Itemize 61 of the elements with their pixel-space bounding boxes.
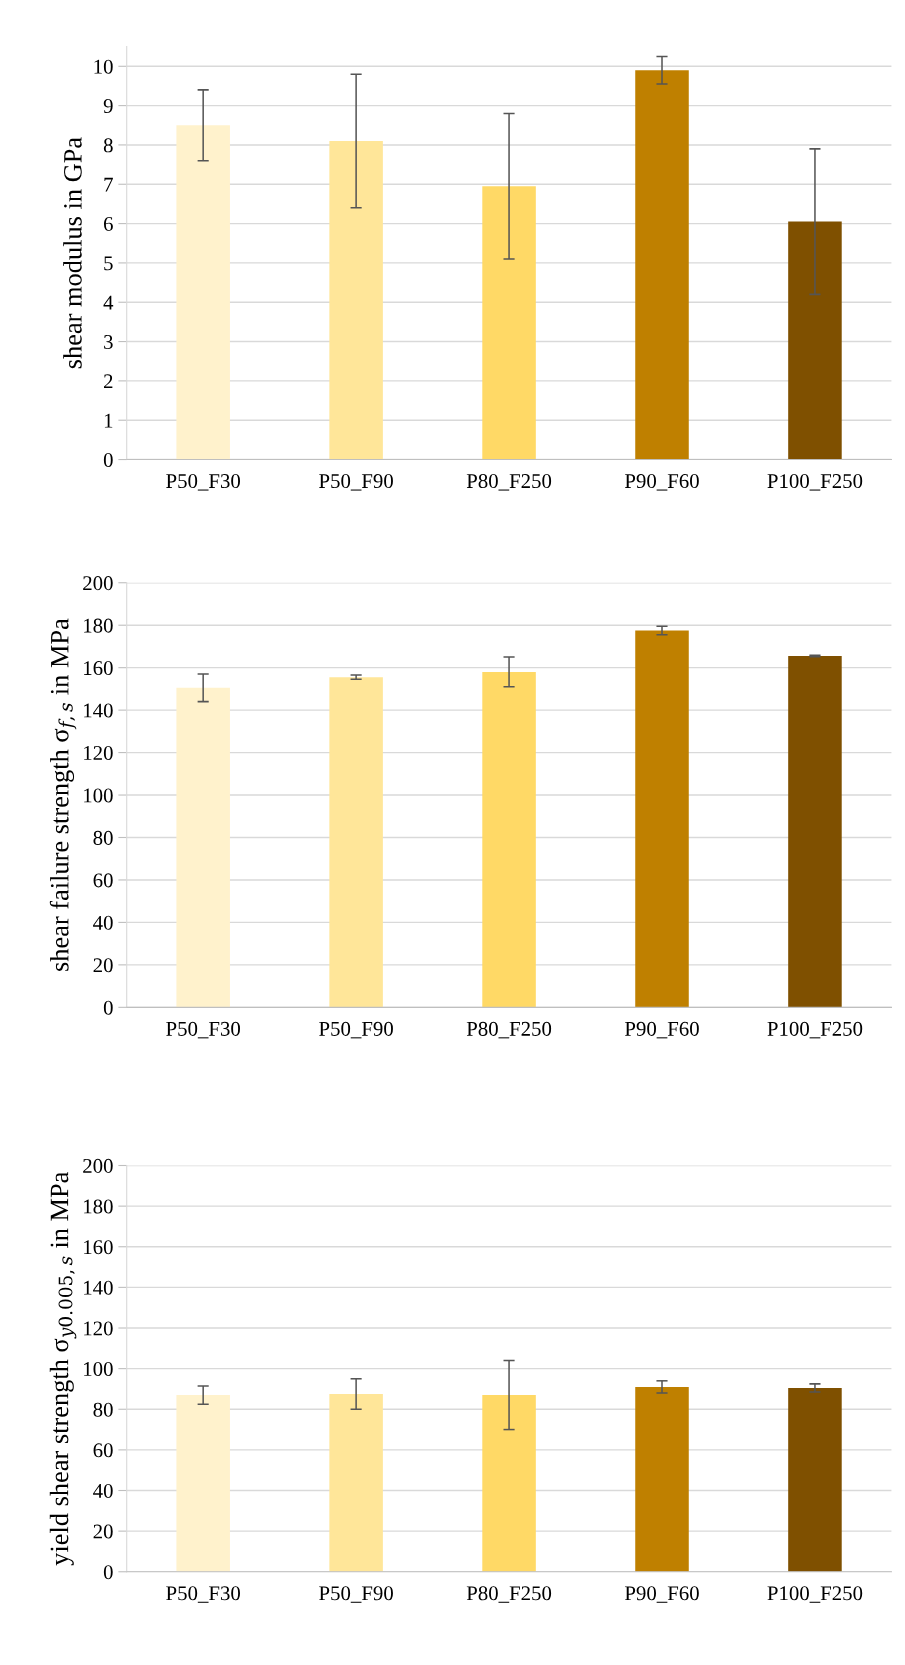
y-tick-label: 180: [84, 1199, 113, 1214]
y-tick-label: 80: [93, 1402, 113, 1417]
x-tick-label: P80_F250: [466, 1586, 552, 1603]
x-tick-label: P50_F30: [166, 474, 241, 491]
bar: [176, 687, 230, 1008]
x-tick-label: P100_F250: [767, 474, 863, 491]
y-axis-title: shear modulus in GPa: [63, 137, 82, 369]
x-tick-label: P50_F30: [166, 1586, 241, 1603]
x-tick-label: P50_F90: [319, 1586, 393, 1603]
bar: [788, 221, 842, 460]
y-tick-label: 200: [83, 1158, 113, 1173]
y-axis-title: yield shear strength σ$_{y0.005,s}$ in MPa: [49, 1171, 77, 1566]
y-tick-label: 60: [93, 1443, 113, 1458]
y-tick-label: 180: [84, 618, 113, 633]
x-tick-label: P90_F60: [624, 474, 699, 491]
x-tick-label: P50_F90: [319, 474, 393, 491]
y-tick-label: 4: [103, 295, 114, 310]
y-tick-label: 120: [84, 1321, 113, 1336]
y-tick-label: 2: [104, 374, 113, 389]
bar: [482, 186, 536, 460]
y-tick-label: 140: [84, 703, 113, 718]
y-tick-label: 9: [103, 99, 113, 114]
y-tick-label: 200: [83, 576, 113, 591]
y-tick-label: 40: [93, 915, 113, 930]
bar: [329, 141, 383, 460]
bar: [788, 655, 842, 1008]
x-tick-label: P100_F250: [767, 1586, 863, 1603]
bar: [176, 125, 230, 460]
y-tick-label: 60: [93, 873, 113, 888]
y-tick-label: 0: [103, 1000, 113, 1015]
bar: [635, 630, 689, 1008]
x-tick-label: P90_F60: [624, 1586, 699, 1603]
y-tick-label: 160: [84, 661, 113, 676]
x-tick-label: P50_F90: [319, 1021, 393, 1039]
y-tick-label: 160: [84, 1240, 113, 1255]
y-tick-label: 20: [93, 958, 113, 973]
y-tick-label: 8: [103, 138, 113, 153]
bar: [635, 70, 689, 460]
y-tick-label: 80: [93, 830, 113, 845]
y-tick-label: 7: [104, 177, 113, 192]
x-tick-label: P90_F60: [624, 1021, 699, 1039]
y-tick-label: 10: [94, 59, 113, 74]
y-tick-label: 1: [104, 413, 113, 428]
x-tick-label: P80_F250: [466, 1021, 552, 1039]
y-tick-label: 100: [84, 788, 113, 803]
y-tick-label: 20: [93, 1524, 113, 1539]
y-tick-label: 6: [103, 217, 113, 232]
bar: [329, 677, 383, 1008]
y-tick-label: 0: [103, 452, 113, 467]
y-tick-label: 140: [84, 1280, 113, 1295]
y-tick-label: 0: [103, 1565, 113, 1580]
x-tick-label: P80_F250: [466, 474, 552, 491]
y-tick-label: 100: [84, 1362, 113, 1377]
y-tick-label: 40: [93, 1483, 113, 1498]
y-tick-label: 120: [84, 745, 113, 761]
x-tick-label: P50_F30: [166, 1021, 241, 1039]
y-tick-label: 5: [104, 256, 113, 271]
x-tick-label: P100_F250: [767, 1021, 863, 1039]
y-axis-title: shear failure strength σ$_{f,s}$ in MPa: [49, 618, 77, 971]
y-tick-label: 3: [104, 335, 113, 349]
bar: [482, 671, 536, 1008]
